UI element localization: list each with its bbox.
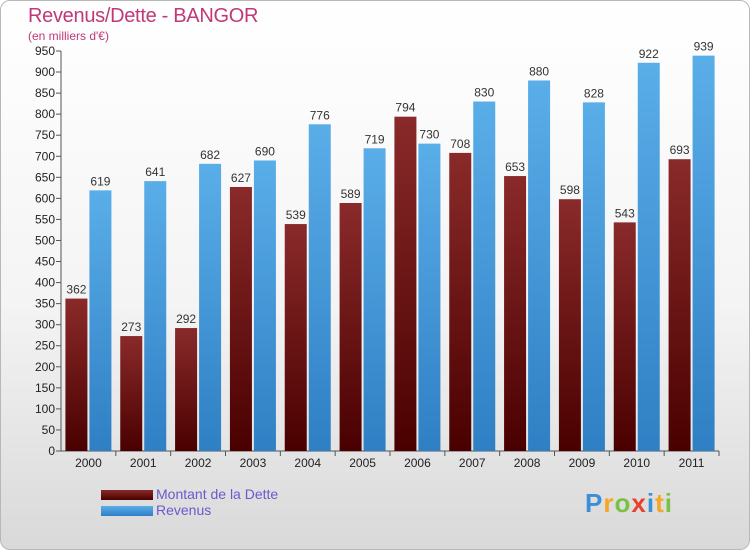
data-label-revenue: 719 [365,132,385,146]
data-label-revenue: 830 [474,86,494,100]
data-label-debt: 627 [231,171,251,185]
x-tick-label: 2010 [623,456,650,470]
data-label-debt: 273 [121,320,141,334]
data-label-debt: 598 [560,183,580,197]
bar-debt [558,199,581,451]
x-tick-label: 2001 [130,456,157,470]
y-tick-label: 150 [35,381,55,395]
y-tick-label: 500 [35,233,55,247]
x-tick-label: 2008 [514,456,541,470]
bar-debt [339,203,362,451]
data-label-debt: 362 [66,283,86,297]
chart-title: Revenus/Dette - BANGOR [28,5,259,27]
bar-revenue [692,55,715,451]
bar-debt [229,187,252,451]
data-label-revenue: 880 [529,64,549,78]
logo-letter: t [655,488,665,518]
bar-revenue [89,190,112,452]
y-tick-label: 900 [35,65,55,79]
legend-label-debt: Montant de la Dette [156,486,279,502]
y-tick-label: 100 [35,402,55,416]
x-tick-label: 2011 [679,456,705,470]
y-tick-label: 0 [48,444,55,458]
bar-revenue [637,62,660,451]
x-tick-label: 2002 [185,456,212,470]
bar-debt [120,336,143,451]
data-label-revenue: 619 [90,174,110,188]
bar-revenue [144,181,167,451]
bar-debt [449,152,472,452]
proxiti-logo: Proxiti [585,488,673,519]
bar-debt [668,159,691,452]
logo-letter: x [631,488,647,518]
data-label-debt: 708 [450,137,470,151]
legend-swatch-revenue [101,506,153,516]
y-tick-label: 850 [35,86,55,100]
logo-letter: r [603,488,615,518]
logo-letter: o [614,488,632,518]
x-tick-label: 2007 [459,456,486,470]
chart-subtitle: (en milliers d'€) [28,29,109,43]
y-tick-label: 600 [35,191,55,205]
legend-swatch-debt [101,490,153,500]
y-tick-label: 950 [35,44,55,58]
bar-revenue [199,163,222,451]
y-tick-label: 750 [35,128,55,142]
data-label-debt: 589 [341,187,361,201]
x-tick-label: 2000 [75,456,102,470]
x-tick-label: 2005 [349,456,376,470]
y-tick-label: 300 [35,318,55,332]
logo-letter: i [646,488,656,518]
data-label-revenue: 730 [419,128,439,142]
data-label-revenue: 641 [145,165,165,179]
data-label-revenue: 690 [255,144,275,158]
data-label-debt: 794 [395,101,415,115]
bar-revenue [528,80,551,451]
y-tick-label: 700 [35,149,55,163]
data-label-revenue: 776 [310,108,330,122]
y-tick-label: 350 [35,297,55,311]
data-label-debt: 653 [505,160,525,174]
y-tick-label: 550 [35,212,55,226]
data-label-revenue: 939 [694,40,714,54]
bar-debt [613,222,636,451]
x-tick-label: 2009 [569,456,596,470]
y-tick-label: 650 [35,170,55,184]
data-label-debt: 543 [615,206,635,220]
data-label-revenue: 682 [200,148,220,162]
bar-revenue [582,102,605,452]
bar-debt [394,116,417,452]
data-label-debt: 539 [286,208,306,222]
y-tick-label: 50 [42,423,56,437]
data-label-debt: 693 [670,143,690,157]
data-label-debt: 292 [176,312,196,326]
logo-letter: i [664,488,673,518]
data-label-revenue: 922 [639,47,659,61]
y-tick-label: 400 [35,276,55,290]
y-tick-label: 450 [35,255,55,269]
bar-revenue [418,143,441,451]
x-tick-label: 2003 [240,456,267,470]
x-tick-label: 2006 [404,456,431,470]
bar-debt [284,224,307,451]
bar-debt [504,176,527,452]
logo-letter: P [585,488,604,518]
legend-label-revenue: Revenus [156,502,212,518]
bar-revenue [363,148,386,451]
bar-revenue [473,101,496,452]
y-tick-label: 250 [35,339,55,353]
data-label-revenue: 828 [584,86,604,100]
y-tick-label: 800 [35,107,55,121]
bar-revenue [253,160,276,451]
bar-debt [65,298,88,451]
x-tick-label: 2004 [294,456,321,470]
bar-revenue [308,124,331,452]
bar-debt [175,328,198,451]
y-tick-label: 200 [35,360,55,374]
